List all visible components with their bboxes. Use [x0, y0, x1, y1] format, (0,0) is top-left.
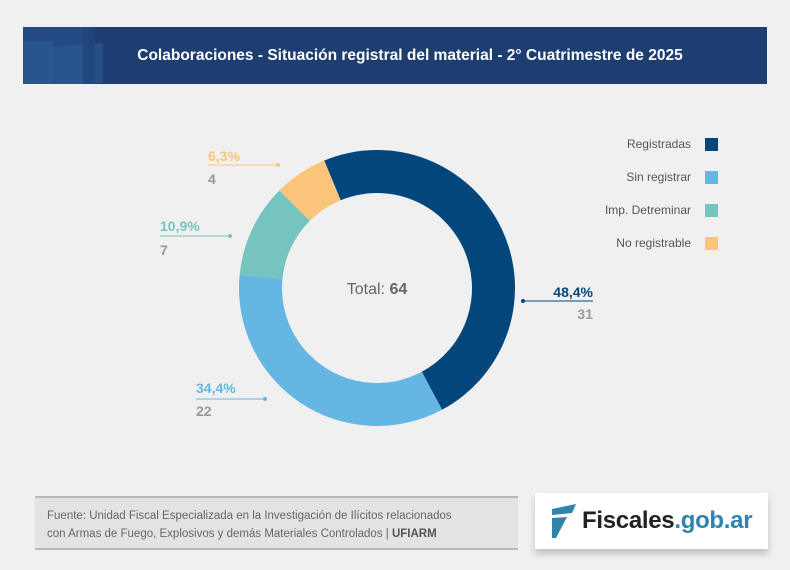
- source-note: Fuente: Unidad Fiscal Especializada en l…: [35, 496, 518, 550]
- legend-label: Imp. Detreminar: [604, 203, 691, 217]
- legend-label: Sin registrar: [626, 170, 691, 184]
- center-total-label: Total: 64: [347, 281, 408, 298]
- callout-dot-sin-registrar: [263, 397, 267, 401]
- fiscales-f-icon: [552, 504, 576, 538]
- source-line-1: Fuente: Unidad Fiscal Especializada en l…: [47, 510, 452, 522]
- chart-legend: Registradas Sin registrar Imp. Detreminar N…: [605, 136, 718, 268]
- count-label-no-registrable: 4: [208, 171, 216, 187]
- percent-label-imp-detreminar: 10,9%: [160, 218, 200, 234]
- legend-swatch: [705, 203, 718, 217]
- percent-label-sin-registrar: 34,4%: [196, 380, 236, 396]
- logo-domain: .gob.ar: [674, 507, 753, 534]
- slice-no-registrable: [279, 160, 341, 221]
- percent-label-no-registrable: 6,3%: [208, 148, 240, 164]
- legend-swatch: [705, 137, 718, 151]
- source-organization: UFIARM: [391, 528, 437, 540]
- callout-dot-registradas: [521, 299, 525, 303]
- legend-item-registradas: Registradas: [605, 136, 718, 152]
- callout-dot-imp-detreminar: [228, 234, 232, 238]
- legend-item-no-registrable: No registrable: [605, 235, 718, 251]
- percent-label-registradas: 48,4%: [553, 284, 593, 300]
- slice-registradas: [324, 150, 515, 410]
- count-label-imp-detreminar: 7: [160, 242, 168, 258]
- source-line-2: con Armas de Fuego, Explosivos y demás M…: [47, 528, 437, 540]
- logo-text: Fiscales: [582, 507, 675, 534]
- slice-sin-registrar: [239, 274, 443, 426]
- chart-title-banner: Colaboraciones - Situación registral del…: [23, 27, 767, 84]
- legend-item-imp-detreminar: Imp. Detreminar: [605, 202, 718, 218]
- fiscales-logo[interactable]: Fiscales .gob.ar: [535, 493, 768, 549]
- legend-item-sin-registrar: Sin registrar: [605, 169, 718, 185]
- banner-decoration: [83, 27, 95, 84]
- chart-title: Colaboraciones - Situación registral del…: [137, 46, 683, 64]
- count-label-sin-registrar: 22: [196, 403, 212, 419]
- count-label-registradas: 31: [577, 306, 593, 322]
- slice-imp-detreminar: [239, 190, 310, 279]
- legend-swatch: [705, 170, 718, 184]
- legend-label: No registrable: [616, 236, 691, 250]
- legend-label: Registradas: [626, 137, 691, 151]
- legend-swatch: [705, 236, 718, 250]
- callout-dot-no-registrable: [276, 163, 280, 167]
